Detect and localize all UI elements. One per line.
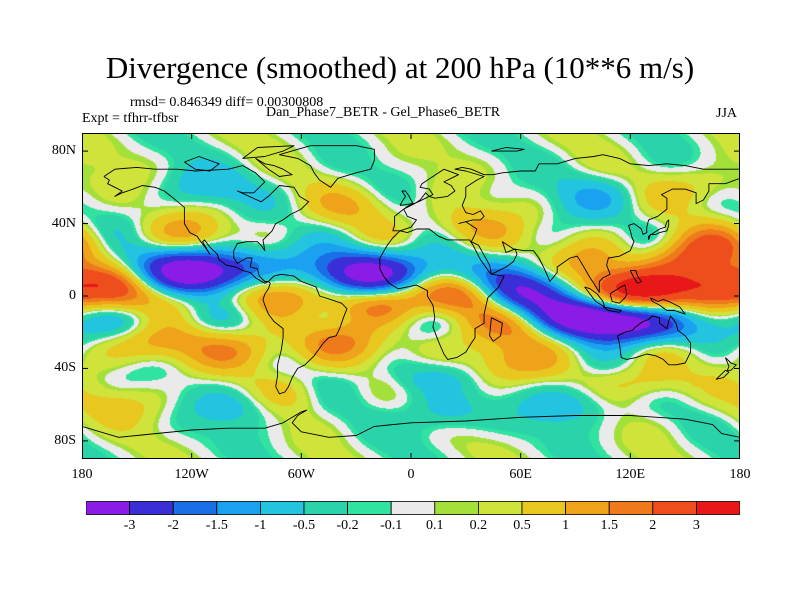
experiment-label: Expt = tfhrr-tfbsr bbox=[82, 111, 179, 126]
coastline-17 bbox=[82, 409, 740, 438]
map-frame bbox=[82, 133, 740, 459]
colorbar-label: 0.1 bbox=[426, 518, 444, 533]
colorbar-label: -1 bbox=[254, 518, 267, 533]
x-tick-label: 0 bbox=[407, 467, 415, 482]
coastline-16 bbox=[629, 270, 642, 284]
colorbar-box bbox=[521, 501, 566, 515]
y-tick-label: 40S bbox=[54, 360, 76, 376]
colorbar-label: -0.2 bbox=[336, 518, 359, 533]
coastline-0 bbox=[103, 165, 310, 284]
season-label: JJA bbox=[716, 106, 738, 121]
coastline-7 bbox=[617, 315, 692, 366]
y-tick-label: 0 bbox=[69, 288, 76, 303]
x-tick-label: 60W bbox=[287, 467, 315, 482]
coastline-12 bbox=[609, 284, 628, 304]
colorbar-label: -3 bbox=[123, 518, 136, 533]
colorbar-label: 1.5 bbox=[600, 518, 618, 533]
colorbar-box bbox=[434, 501, 479, 515]
coastline-9 bbox=[399, 190, 414, 206]
coastline-10 bbox=[584, 286, 606, 308]
colorbar-box bbox=[85, 501, 130, 515]
stats-text: rmsd= 0.846349 diff= 0.00300808 bbox=[130, 95, 324, 110]
colorbar-label: -1.5 bbox=[205, 518, 228, 533]
coastline-14 bbox=[724, 357, 737, 371]
coastline-4 bbox=[379, 228, 505, 360]
colorbar-label: 2 bbox=[649, 518, 657, 533]
coastline-21 bbox=[255, 158, 293, 177]
coastline-5 bbox=[489, 317, 503, 342]
x-tick-label: 180 bbox=[729, 467, 751, 482]
colorbar-boxes bbox=[85, 501, 741, 515]
colorbar bbox=[85, 501, 741, 515]
coastline-8 bbox=[648, 219, 670, 241]
colorbar-label: 0.5 bbox=[513, 518, 531, 533]
map-title: Divergence (smoothed) at 200 hPa (10**6 … bbox=[105, 50, 695, 85]
colorbar-box bbox=[565, 501, 610, 515]
colorbar-box bbox=[608, 501, 654, 515]
colorbar-box bbox=[347, 501, 392, 515]
colorbar-box bbox=[303, 501, 348, 515]
x-tick-label: 120W bbox=[174, 467, 209, 482]
colorbar-box bbox=[652, 501, 697, 515]
x-tick-label: 120E bbox=[615, 467, 646, 482]
divergence-map bbox=[82, 133, 740, 459]
x-tick-label: 180 bbox=[71, 467, 93, 482]
colorbar-box bbox=[172, 501, 218, 515]
colorbar-label: -2 bbox=[167, 518, 180, 533]
coastline-11 bbox=[602, 306, 622, 313]
y-tick-label: 80S bbox=[54, 432, 76, 448]
coastline-1 bbox=[278, 145, 375, 188]
colorbar-box bbox=[216, 501, 261, 515]
coastline-13 bbox=[650, 297, 686, 315]
coastline-15 bbox=[715, 369, 730, 380]
colorbar-label: -0.5 bbox=[292, 518, 316, 533]
coastlines bbox=[82, 145, 740, 438]
colorbar-box bbox=[477, 501, 523, 515]
y-tick-label: 40N bbox=[51, 215, 76, 231]
colorbar-box bbox=[696, 501, 741, 515]
coastline-6 bbox=[454, 154, 740, 293]
coastline-2 bbox=[262, 273, 348, 395]
coastline-18 bbox=[491, 147, 525, 152]
divergence-field bbox=[82, 133, 740, 459]
coastline-20 bbox=[184, 156, 220, 172]
coastline-3 bbox=[392, 168, 459, 232]
colorbar-box bbox=[129, 501, 174, 515]
colorbar-label: 3 bbox=[692, 518, 700, 533]
y-tick-label: 80N bbox=[51, 143, 76, 159]
colorbar-label: 0.2 bbox=[469, 518, 488, 533]
colorbar-box bbox=[259, 501, 305, 515]
x-tick-label: 60E bbox=[509, 467, 532, 482]
colorbar-label: 1 bbox=[562, 518, 570, 533]
colorbar-box bbox=[390, 501, 436, 515]
colorbar-label: -0.1 bbox=[380, 518, 403, 533]
coastline-19 bbox=[242, 145, 295, 159]
map-panel bbox=[82, 133, 740, 459]
comparison-label: Dan_Phase7_BETR - Gel_Phase6_BETR bbox=[266, 105, 501, 120]
